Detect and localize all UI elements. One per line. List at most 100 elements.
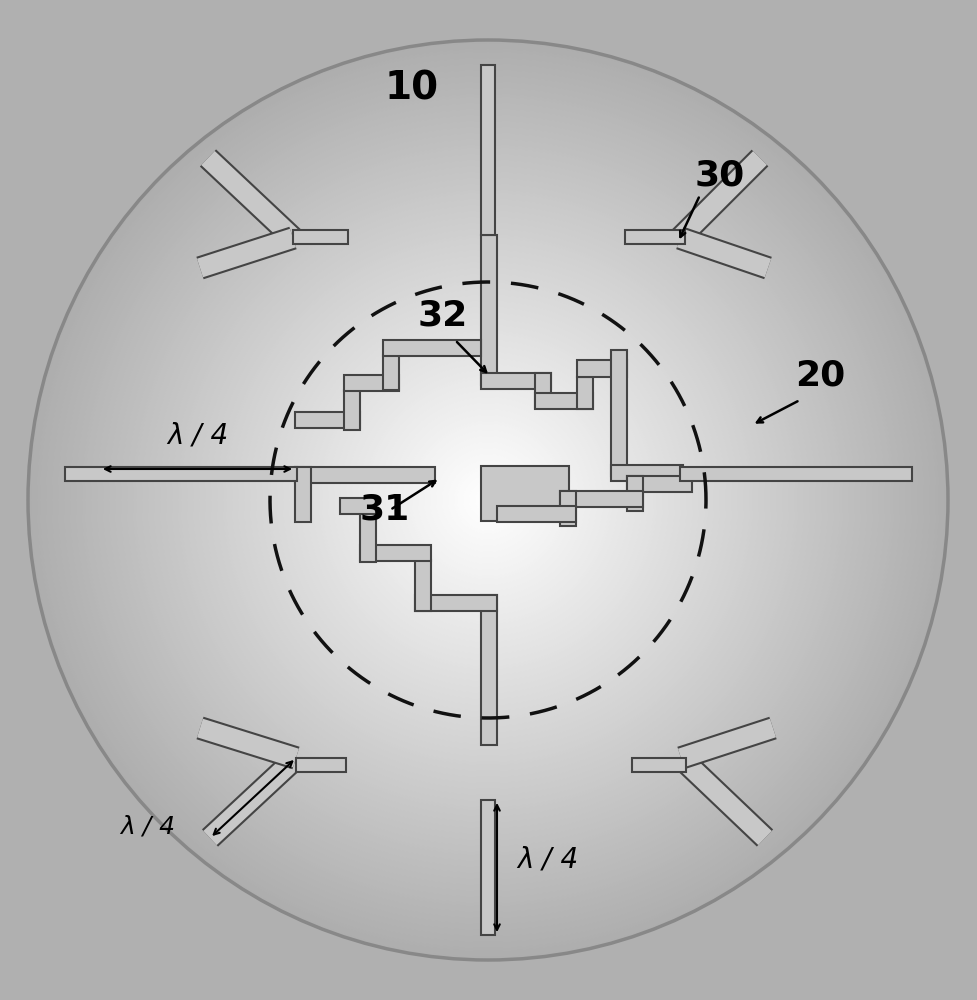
Circle shape bbox=[31, 43, 945, 957]
Circle shape bbox=[484, 496, 492, 504]
Circle shape bbox=[286, 298, 690, 702]
Circle shape bbox=[181, 193, 795, 807]
Bar bbox=[340, 498, 376, 514]
Circle shape bbox=[34, 46, 942, 954]
Circle shape bbox=[460, 472, 516, 528]
Circle shape bbox=[433, 445, 543, 555]
Circle shape bbox=[184, 196, 792, 804]
Circle shape bbox=[109, 121, 867, 879]
Circle shape bbox=[58, 70, 918, 930]
Circle shape bbox=[199, 211, 777, 789]
Circle shape bbox=[340, 352, 636, 648]
Bar bbox=[481, 800, 495, 935]
Circle shape bbox=[289, 301, 687, 699]
Bar bbox=[65, 467, 297, 481]
Bar bbox=[360, 545, 431, 561]
Circle shape bbox=[250, 262, 726, 738]
Circle shape bbox=[487, 499, 489, 501]
Circle shape bbox=[178, 190, 798, 810]
Circle shape bbox=[367, 379, 609, 621]
Circle shape bbox=[409, 421, 567, 579]
Bar bbox=[611, 465, 683, 481]
Circle shape bbox=[391, 403, 585, 597]
Circle shape bbox=[445, 457, 531, 543]
Circle shape bbox=[283, 295, 693, 705]
Circle shape bbox=[301, 313, 675, 687]
Bar bbox=[295, 412, 360, 428]
Circle shape bbox=[97, 109, 879, 891]
Circle shape bbox=[364, 376, 612, 624]
Bar bbox=[535, 393, 593, 409]
Circle shape bbox=[145, 157, 831, 843]
Circle shape bbox=[61, 73, 915, 927]
Circle shape bbox=[85, 97, 891, 903]
Circle shape bbox=[358, 370, 618, 630]
Circle shape bbox=[235, 247, 741, 753]
Circle shape bbox=[292, 304, 684, 696]
Circle shape bbox=[337, 349, 639, 651]
Circle shape bbox=[259, 271, 717, 729]
Circle shape bbox=[163, 175, 813, 825]
Circle shape bbox=[406, 418, 570, 582]
Circle shape bbox=[439, 451, 537, 549]
Bar bbox=[344, 390, 360, 430]
Bar bbox=[383, 340, 481, 356]
Bar bbox=[296, 758, 346, 772]
Circle shape bbox=[208, 220, 768, 780]
Circle shape bbox=[319, 331, 657, 669]
Circle shape bbox=[43, 55, 933, 945]
Bar bbox=[295, 467, 311, 522]
Circle shape bbox=[376, 388, 600, 612]
Circle shape bbox=[76, 88, 900, 912]
Text: 32: 32 bbox=[418, 298, 468, 332]
Bar bbox=[481, 595, 497, 745]
Circle shape bbox=[70, 82, 906, 918]
Circle shape bbox=[457, 469, 519, 531]
Circle shape bbox=[247, 259, 729, 741]
Circle shape bbox=[421, 433, 555, 567]
Circle shape bbox=[280, 292, 696, 708]
Circle shape bbox=[472, 484, 504, 516]
Bar bbox=[383, 355, 399, 390]
Bar bbox=[295, 467, 435, 483]
Circle shape bbox=[328, 340, 648, 660]
Circle shape bbox=[226, 238, 750, 762]
Bar bbox=[481, 65, 495, 235]
Bar bbox=[627, 476, 643, 511]
Circle shape bbox=[94, 106, 882, 894]
Circle shape bbox=[196, 208, 780, 792]
Circle shape bbox=[103, 115, 873, 885]
Circle shape bbox=[307, 319, 669, 681]
Circle shape bbox=[418, 430, 558, 570]
Circle shape bbox=[136, 148, 840, 852]
Circle shape bbox=[403, 415, 573, 585]
Circle shape bbox=[310, 322, 666, 678]
Circle shape bbox=[124, 136, 852, 864]
Circle shape bbox=[475, 487, 501, 513]
Circle shape bbox=[82, 94, 894, 906]
Circle shape bbox=[304, 316, 672, 684]
Circle shape bbox=[424, 436, 552, 564]
Circle shape bbox=[346, 358, 630, 642]
Circle shape bbox=[229, 241, 747, 759]
Circle shape bbox=[361, 373, 615, 627]
Circle shape bbox=[190, 202, 786, 798]
Circle shape bbox=[277, 289, 699, 711]
Circle shape bbox=[91, 103, 885, 897]
Circle shape bbox=[133, 145, 843, 855]
Text: 31: 31 bbox=[360, 493, 410, 527]
Circle shape bbox=[295, 307, 681, 693]
Circle shape bbox=[220, 232, 756, 768]
Circle shape bbox=[106, 118, 870, 882]
Circle shape bbox=[331, 343, 645, 657]
Circle shape bbox=[316, 328, 660, 672]
Bar bbox=[415, 595, 497, 611]
Circle shape bbox=[118, 130, 858, 870]
Bar bbox=[360, 512, 376, 562]
Circle shape bbox=[214, 226, 762, 774]
Text: λ / 4: λ / 4 bbox=[517, 846, 578, 874]
Circle shape bbox=[211, 223, 765, 777]
Circle shape bbox=[115, 127, 861, 873]
Circle shape bbox=[427, 439, 549, 561]
Circle shape bbox=[325, 337, 651, 663]
